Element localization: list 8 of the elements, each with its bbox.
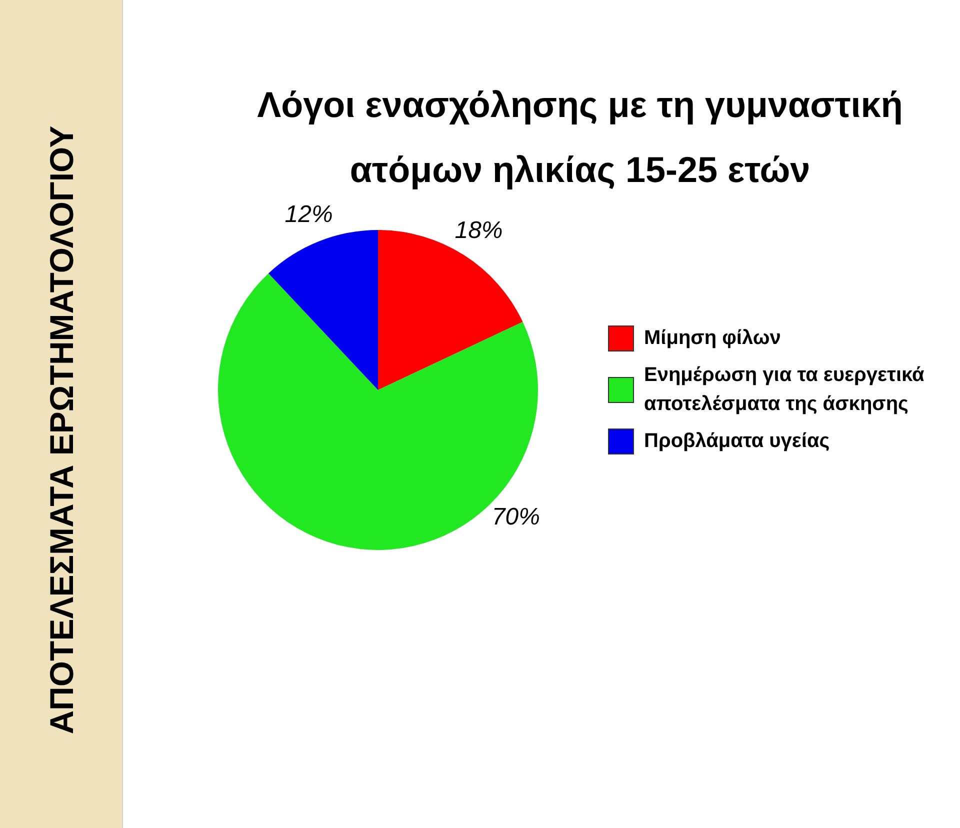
legend-label: Προβλάματα υγείας	[644, 430, 830, 452]
legend-label: Ενημέρωση για τα ευεργετικά αποτελέσματα της άσκησης	[644, 364, 925, 416]
text: ΑΠΟΤΕΛΕΣΜΑΤΑ ΕΡΩΤΗΜΑΤΟΛΟΓΙΟΥ	[43, 126, 81, 734]
data-label: 18%	[454, 216, 503, 244]
data-label: 70%	[492, 503, 540, 530]
legend-label: Μίμηση φίλων	[644, 327, 781, 350]
chart-title: Λόγοι ενασχόλησης με τη γυμναστική ατόμων ηλικίας 15-25 ετών	[256, 83, 904, 192]
data-label: 12%	[284, 200, 333, 228]
